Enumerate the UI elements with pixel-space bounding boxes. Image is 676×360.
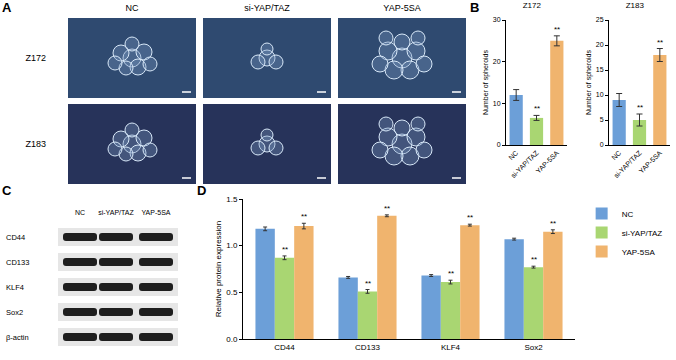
svg-text:NC: NC bbox=[75, 209, 85, 216]
svg-text:CD133: CD133 bbox=[355, 343, 380, 352]
svg-text:YAP-5SA: YAP-5SA bbox=[535, 149, 561, 175]
svg-text:15: 15 bbox=[596, 66, 604, 73]
svg-text:10: 10 bbox=[493, 100, 501, 107]
svg-text:YAP-5SA: YAP-5SA bbox=[383, 3, 420, 13]
svg-text:**: ** bbox=[531, 255, 537, 264]
svg-text:YAP-5SA: YAP-5SA bbox=[622, 248, 656, 257]
svg-text:NC: NC bbox=[610, 149, 622, 161]
svg-text:CD44: CD44 bbox=[6, 233, 25, 242]
svg-text:10: 10 bbox=[596, 91, 604, 98]
svg-text:NC: NC bbox=[507, 149, 519, 161]
svg-text:**: ** bbox=[448, 269, 454, 278]
html-text:A: A bbox=[2, 0, 12, 15]
html-text:C: C bbox=[2, 183, 12, 198]
svg-text:0.5: 0.5 bbox=[226, 288, 238, 297]
svg-text:si-YAP/TAZ: si-YAP/TAZ bbox=[613, 149, 644, 180]
svg-text:1.0: 1.0 bbox=[226, 241, 238, 250]
svg-text:CD44: CD44 bbox=[274, 343, 295, 352]
svg-text:0.0: 0.0 bbox=[226, 335, 238, 344]
svg-text:YAP-5SA: YAP-5SA bbox=[638, 149, 664, 175]
svg-text:Relative protein expression: Relative protein expression bbox=[214, 221, 223, 318]
svg-text:**: ** bbox=[550, 219, 556, 228]
svg-text:30: 30 bbox=[493, 16, 501, 23]
svg-text:20: 20 bbox=[493, 58, 501, 65]
html-text:B: B bbox=[470, 0, 480, 15]
svg-text:si-YAP/TAZ: si-YAP/TAZ bbox=[622, 229, 663, 238]
html-text:D: D bbox=[197, 183, 207, 198]
svg-text:1.5: 1.5 bbox=[226, 195, 238, 204]
svg-text:**: ** bbox=[282, 245, 288, 254]
svg-text:**: ** bbox=[384, 204, 390, 213]
svg-text:si-YAP/TAZ: si-YAP/TAZ bbox=[98, 209, 134, 216]
svg-text:0: 0 bbox=[600, 141, 604, 148]
svg-text:Z172: Z172 bbox=[523, 1, 542, 10]
svg-text:Z183: Z183 bbox=[626, 1, 645, 10]
svg-text:NC: NC bbox=[126, 3, 139, 13]
svg-text:5: 5 bbox=[600, 116, 604, 123]
svg-text:si-YAP/TAZ: si-YAP/TAZ bbox=[510, 149, 541, 180]
svg-text:**: ** bbox=[637, 103, 643, 112]
svg-text:CD133: CD133 bbox=[6, 258, 29, 267]
svg-text:si-YAP/TAZ: si-YAP/TAZ bbox=[244, 3, 290, 13]
svg-text:**: ** bbox=[534, 104, 540, 113]
svg-text:0: 0 bbox=[497, 141, 501, 148]
svg-text:**: ** bbox=[365, 279, 371, 288]
svg-text:KLF4: KLF4 bbox=[6, 283, 24, 292]
svg-text:Number of spheroids: Number of spheroids bbox=[482, 50, 490, 115]
svg-text:Sox2: Sox2 bbox=[6, 308, 23, 317]
svg-text:20: 20 bbox=[596, 41, 604, 48]
svg-text:Sox2: Sox2 bbox=[524, 343, 543, 352]
svg-text:25: 25 bbox=[596, 16, 604, 23]
svg-text:β-actin: β-actin bbox=[6, 333, 29, 342]
svg-text:**: ** bbox=[657, 38, 663, 47]
svg-text:Z172: Z172 bbox=[25, 53, 46, 63]
svg-text:**: ** bbox=[467, 213, 473, 222]
svg-text:Number of spheroids: Number of spheroids bbox=[585, 50, 593, 115]
svg-text:NC: NC bbox=[622, 210, 634, 219]
svg-text:KLF4: KLF4 bbox=[441, 343, 461, 352]
svg-text:**: ** bbox=[554, 25, 560, 34]
svg-text:Z183: Z183 bbox=[25, 139, 46, 149]
svg-text:**: ** bbox=[301, 212, 307, 221]
svg-text:YAP-5SA: YAP-5SA bbox=[141, 209, 170, 216]
